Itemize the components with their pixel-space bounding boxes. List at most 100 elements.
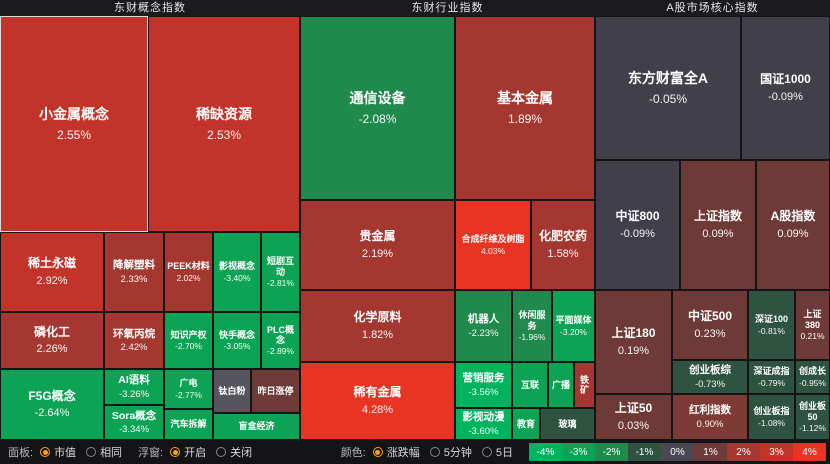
tile-change-pct: -2.89% xyxy=(267,346,294,357)
treemap-tile[interactable]: PLC概念 -2.89% xyxy=(261,312,300,369)
treemap-tile[interactable]: 营销服务 -3.56% xyxy=(455,362,512,408)
treemap-tile[interactable]: 基本金属 1.89% xyxy=(455,16,595,200)
treemap-tile[interactable]: 知识产权 -2.70% xyxy=(164,312,213,369)
tile-name: 广电 xyxy=(179,378,198,389)
tile-name: 互联 xyxy=(520,379,539,390)
treemap-tile[interactable]: 汽车拆解 xyxy=(164,409,213,440)
treemap-tile[interactable]: Sora概念 -3.34% xyxy=(104,405,164,440)
treemap-tile[interactable]: 东方财富全A -0.05% xyxy=(595,16,741,160)
treemap-tile[interactable]: 钛白粉 xyxy=(213,369,251,413)
tile-name: 东方财富全A xyxy=(627,70,709,87)
tile-change-pct: 0.09% xyxy=(702,227,734,240)
treemap-tile[interactable]: 互联 xyxy=(512,362,548,408)
tile-change-pct: 2.26% xyxy=(36,343,68,356)
treemap-tile[interactable]: 玻璃 xyxy=(540,408,595,440)
treemap-tile[interactable]: 环氧丙烷 2.42% xyxy=(104,312,164,369)
treemap-tile[interactable]: 中证500 0.23% xyxy=(672,290,748,360)
tile-name: 化肥农药 xyxy=(538,229,587,244)
treemap-tile[interactable]: 快手概念 -3.05% xyxy=(213,312,261,369)
treemap-tile[interactable]: 贵金属 2.19% xyxy=(300,200,455,290)
treemap-tile[interactable]: 稀缺资源 2.53% xyxy=(148,16,300,232)
scale-box: -3% xyxy=(562,443,595,461)
color-mode-label: 颜色: xyxy=(340,447,366,459)
tile-change-pct: 0.19% xyxy=(617,344,650,357)
tile-name: 知识产权 xyxy=(170,329,207,340)
radio-option[interactable]: 关闭 xyxy=(216,444,252,460)
treemap-tile[interactable]: A股指数 0.09% xyxy=(756,160,830,290)
tile-change-pct: -1.08% xyxy=(758,417,785,428)
radio-option[interactable]: 开启 xyxy=(170,444,206,460)
treemap-tile[interactable]: 短剧互动 -2.81% xyxy=(261,232,300,312)
scale-box: 0% xyxy=(661,443,694,461)
treemap-tile[interactable]: 创业板50 -1.12% xyxy=(795,394,830,440)
treemap-tile[interactable]: 深证成指 -0.79% xyxy=(748,360,795,394)
treemap-tile[interactable]: 创成长 -0.95% xyxy=(795,360,830,394)
tile-change-pct: -2.70% xyxy=(175,341,202,352)
treemap-tile[interactable]: F5G概念 -2.64% xyxy=(0,369,104,440)
treemap-tile[interactable]: 创业板指 -1.08% xyxy=(748,394,795,440)
treemap-tile[interactable]: 国证1000 -0.09% xyxy=(741,16,830,160)
treemap-tile[interactable]: 小金属概念 2.55% xyxy=(0,16,148,232)
treemap-tile[interactable]: 影视动漫 -3.60% xyxy=(455,408,512,440)
tile-change-pct: -3.40% xyxy=(223,272,251,283)
tile-change-pct: 2.55% xyxy=(56,127,92,142)
radio-selected-icon xyxy=(40,447,51,457)
treemap-tile[interactable]: 化学原料 1.82% xyxy=(300,290,455,362)
treemap-tile[interactable]: 稀土永磁 2.92% xyxy=(0,232,104,312)
treemap-tile[interactable]: 深证100 -0.81% xyxy=(748,290,795,360)
color-mode-options: 涨跌幅 5分钟 5日 xyxy=(372,444,513,460)
treemap-tile[interactable]: 创业板综 -0.73% xyxy=(672,360,748,394)
treemap-tile[interactable]: 磷化工 2.26% xyxy=(0,312,104,369)
treemap-tile[interactable]: 上证180 0.19% xyxy=(595,290,672,394)
treemap-tile[interactable]: 广播 xyxy=(548,362,574,408)
float-window-group: 浮窗: 开启 关闭 xyxy=(138,444,252,460)
radio-option[interactable]: 相同 xyxy=(86,444,122,460)
treemap-tile[interactable]: 合成纤维及树脂 4.03% xyxy=(455,200,531,290)
radio-option[interactable]: 5分钟 xyxy=(429,444,472,460)
treemap-tile[interactable]: 铁矿 xyxy=(574,362,595,408)
tile-name: 合成纤维及树脂 xyxy=(461,234,525,245)
treemap-tile[interactable]: AI语料 -3.26% xyxy=(104,369,164,405)
section-header: 东财概念指数 xyxy=(114,2,186,14)
radio-option[interactable]: 涨跌幅 xyxy=(372,444,420,460)
radio-option[interactable]: 5日 xyxy=(481,444,513,460)
footer-bar: 面板: 市值 相同 浮窗: 开启 关闭 颜色: 涨跌幅 5分钟 5日 -4% -3% -2%… xyxy=(0,440,830,464)
tile-change-pct: 4.28% xyxy=(361,403,394,416)
scale-box: -1% xyxy=(628,443,661,461)
tile-change-pct: -0.05% xyxy=(648,91,688,106)
treemap-tile[interactable]: 上证指数 0.09% xyxy=(680,160,756,290)
radio-selected-icon xyxy=(170,447,181,457)
scale-box: -4% xyxy=(529,443,562,461)
treemap-tile[interactable]: 盲盒经济 xyxy=(213,413,300,440)
treemap-tile[interactable]: 降解塑料 2.33% xyxy=(104,232,164,312)
tile-change-pct: 2.53% xyxy=(206,127,242,142)
treemap-tile[interactable]: 通信设备 -2.08% xyxy=(300,16,455,200)
tile-name: 创业板综 xyxy=(689,364,731,377)
radio-selected-icon xyxy=(372,447,383,457)
treemap-tile[interactable]: 教育 xyxy=(512,408,540,440)
treemap-tile[interactable]: 稀有金属 4.28% xyxy=(300,362,455,440)
treemap-tile[interactable]: 广电 -2.77% xyxy=(164,369,213,409)
tile-change-pct: -0.95% xyxy=(799,377,826,388)
radio-option-label: 5分钟 xyxy=(443,447,472,459)
treemap-tile[interactable]: 昨日涨停 xyxy=(251,369,300,413)
treemap-tile[interactable]: 机器人 -2.23% xyxy=(455,290,512,362)
radio-option[interactable]: 市值 xyxy=(40,444,76,460)
tile-name: 深证成指 xyxy=(753,366,790,377)
treemap-tile[interactable]: 平面媒体 -3.20% xyxy=(552,290,595,362)
tile-change-pct: 2.92% xyxy=(36,274,68,287)
treemap-tile[interactable]: 影视概念 -3.40% xyxy=(213,232,261,312)
treemap-tile[interactable]: 化肥农药 1.58% xyxy=(531,200,595,290)
treemap-tile[interactable]: 中证800 -0.09% xyxy=(595,160,680,290)
tile-name: 创成长 xyxy=(798,366,826,377)
treemap-tile[interactable]: 上证380 0.21% xyxy=(795,290,830,360)
tile-change-pct: -0.73% xyxy=(694,378,726,390)
scale-box: -2% xyxy=(595,443,628,461)
treemap-tile[interactable]: PEEK材料 2.02% xyxy=(164,232,213,312)
treemap-tile[interactable]: 红利指数 0.90% xyxy=(672,394,748,440)
tile-change-pct: 0.90% xyxy=(696,418,724,430)
radio-option-label: 市值 xyxy=(54,447,77,459)
tile-name: 营销服务 xyxy=(462,372,505,385)
treemap-tile[interactable]: 休闲服务 -1.96% xyxy=(512,290,552,362)
treemap-tile[interactable]: 上证50 0.03% xyxy=(595,394,672,440)
